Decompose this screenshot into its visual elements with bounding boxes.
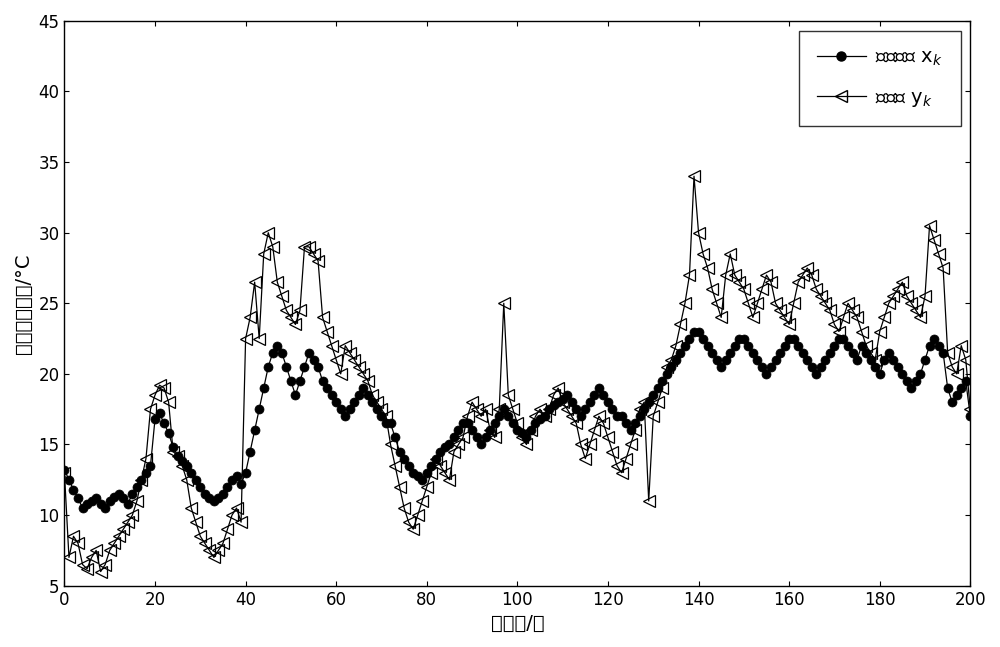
X-axis label: 循环数/个: 循环数/个 — [491, 614, 544, 633]
Y-axis label: 排气温度偏差/°C: 排气温度偏差/°C — [14, 253, 33, 353]
Legend: 训练样本 x$_{k}$, 拟合值 y$_{k}$: 训练样本 x$_{k}$, 拟合值 y$_{k}$ — [799, 30, 961, 126]
